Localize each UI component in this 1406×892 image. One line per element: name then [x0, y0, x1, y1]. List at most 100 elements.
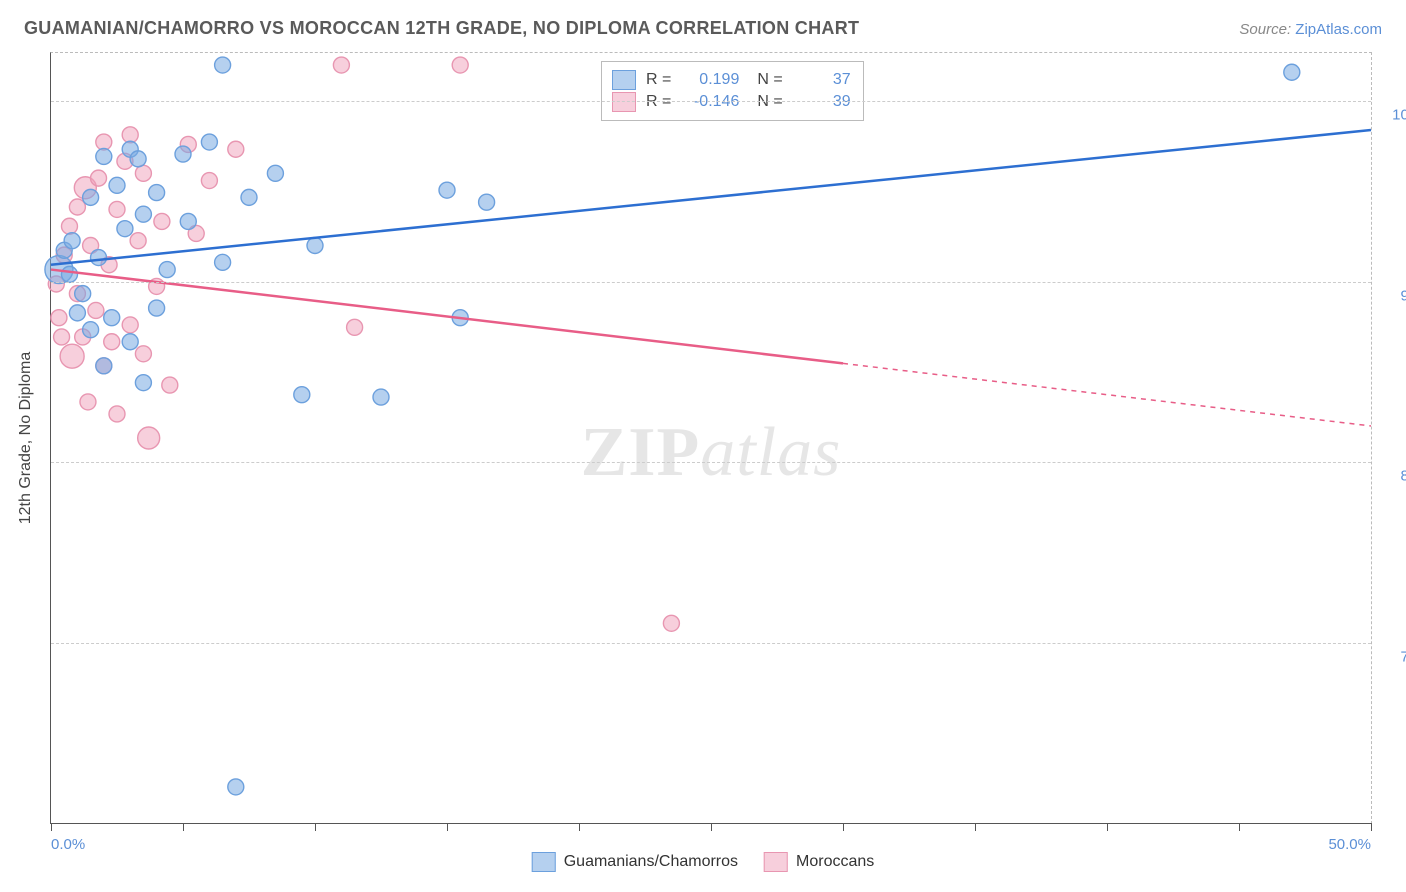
grid-line — [51, 462, 1371, 463]
blue-point — [215, 57, 231, 73]
legend-swatch — [612, 70, 636, 90]
blue-point — [1284, 64, 1300, 80]
legend-swatch — [764, 852, 788, 872]
blue-point — [75, 286, 91, 302]
pink-point — [228, 141, 244, 157]
blue-point — [83, 322, 99, 338]
x-tick — [1371, 823, 1372, 831]
legend-item: Moroccans — [764, 852, 874, 872]
blue-point — [91, 250, 107, 266]
r-label: R = — [646, 71, 671, 89]
r-value: 0.199 — [681, 71, 739, 89]
pink-point — [154, 213, 170, 229]
x-tick — [315, 823, 316, 831]
y-tick-label: 85.0% — [1379, 468, 1406, 485]
blue-point — [373, 389, 389, 405]
blue-point — [307, 238, 323, 254]
legend-label: Moroccans — [796, 853, 874, 871]
x-tick — [1107, 823, 1108, 831]
chart-title: GUAMANIAN/CHAMORRO VS MOROCCAN 12TH GRAD… — [24, 18, 859, 39]
legend-row: R = 0.199 N = 37 — [612, 70, 851, 90]
blue-point — [96, 358, 112, 374]
series-legend: Guamanians/Chamorros Moroccans — [532, 852, 875, 872]
pink-point — [135, 165, 151, 181]
blue-point — [201, 134, 217, 150]
grid-line — [51, 282, 1371, 283]
pink-point — [135, 346, 151, 362]
blue-point — [159, 262, 175, 278]
blue-point — [104, 310, 120, 326]
pink-point — [122, 317, 138, 333]
blue-point — [117, 221, 133, 237]
pink-point — [96, 134, 112, 150]
x-tick — [51, 823, 52, 831]
blue-point — [109, 177, 125, 193]
pink-point — [51, 310, 67, 326]
chart-area: 12th Grade, No Diploma ZIPatlas R =0.199… — [50, 52, 1372, 824]
x-tick-label: 0.0% — [51, 836, 85, 853]
pink-point — [109, 406, 125, 422]
pink-point — [452, 57, 468, 73]
blue-point — [149, 185, 165, 201]
blue-point — [175, 146, 191, 162]
n-value: 37 — [793, 71, 851, 89]
source: Source: ZipAtlas.com — [1239, 21, 1382, 38]
grid-line — [51, 643, 1371, 644]
legend-swatch — [532, 852, 556, 872]
pink-point — [109, 201, 125, 217]
x-tick — [183, 823, 184, 831]
pink-point — [80, 394, 96, 410]
pink-point — [61, 218, 77, 234]
pink-point — [162, 377, 178, 393]
n-label: N = — [757, 71, 782, 89]
blue-point — [135, 375, 151, 391]
pink-point — [122, 127, 138, 143]
pink-point — [91, 170, 107, 186]
blue-point — [294, 387, 310, 403]
pink-point — [663, 615, 679, 631]
pink-point — [88, 302, 104, 318]
x-tick — [711, 823, 712, 831]
legend-item: Guamanians/Chamorros — [532, 852, 738, 872]
blue-point — [180, 213, 196, 229]
blue-point — [96, 148, 112, 164]
blue-point — [83, 189, 99, 205]
pink-point — [54, 329, 70, 345]
pink-point — [333, 57, 349, 73]
scatter-plot — [51, 53, 1371, 823]
x-tick — [1239, 823, 1240, 831]
y-tick-label: 100.0% — [1379, 107, 1406, 124]
blue-point — [135, 206, 151, 222]
source-link[interactable]: ZipAtlas.com — [1295, 21, 1382, 38]
pink-point — [60, 344, 84, 368]
correlation-legend: R =0.199N =37R =-0.146N =39 — [601, 61, 864, 121]
pink-point — [130, 233, 146, 249]
blue-point — [267, 165, 283, 181]
legend-label: Guamanians/Chamorros — [564, 853, 738, 871]
pink-point — [138, 427, 160, 449]
blue-point — [61, 266, 77, 282]
x-tick — [843, 823, 844, 831]
x-tick — [447, 823, 448, 831]
blue-point — [64, 233, 80, 249]
pink-regression-line — [51, 270, 843, 364]
pink-point — [347, 319, 363, 335]
x-tick — [975, 823, 976, 831]
blue-point — [130, 151, 146, 167]
blue-point — [122, 334, 138, 350]
blue-point — [149, 300, 165, 316]
x-tick — [579, 823, 580, 831]
blue-point — [228, 779, 244, 795]
pink-regression-dashed — [843, 363, 1371, 426]
blue-point — [479, 194, 495, 210]
source-label: Source: — [1239, 21, 1295, 38]
y-axis-label: 12th Grade, No Diploma — [17, 352, 35, 525]
y-tick-label: 77.5% — [1379, 648, 1406, 665]
blue-point — [215, 254, 231, 270]
x-tick-label: 50.0% — [1328, 836, 1371, 853]
pink-point — [104, 334, 120, 350]
blue-point — [439, 182, 455, 198]
blue-point — [241, 189, 257, 205]
pink-point — [201, 173, 217, 189]
grid-line — [51, 101, 1371, 102]
